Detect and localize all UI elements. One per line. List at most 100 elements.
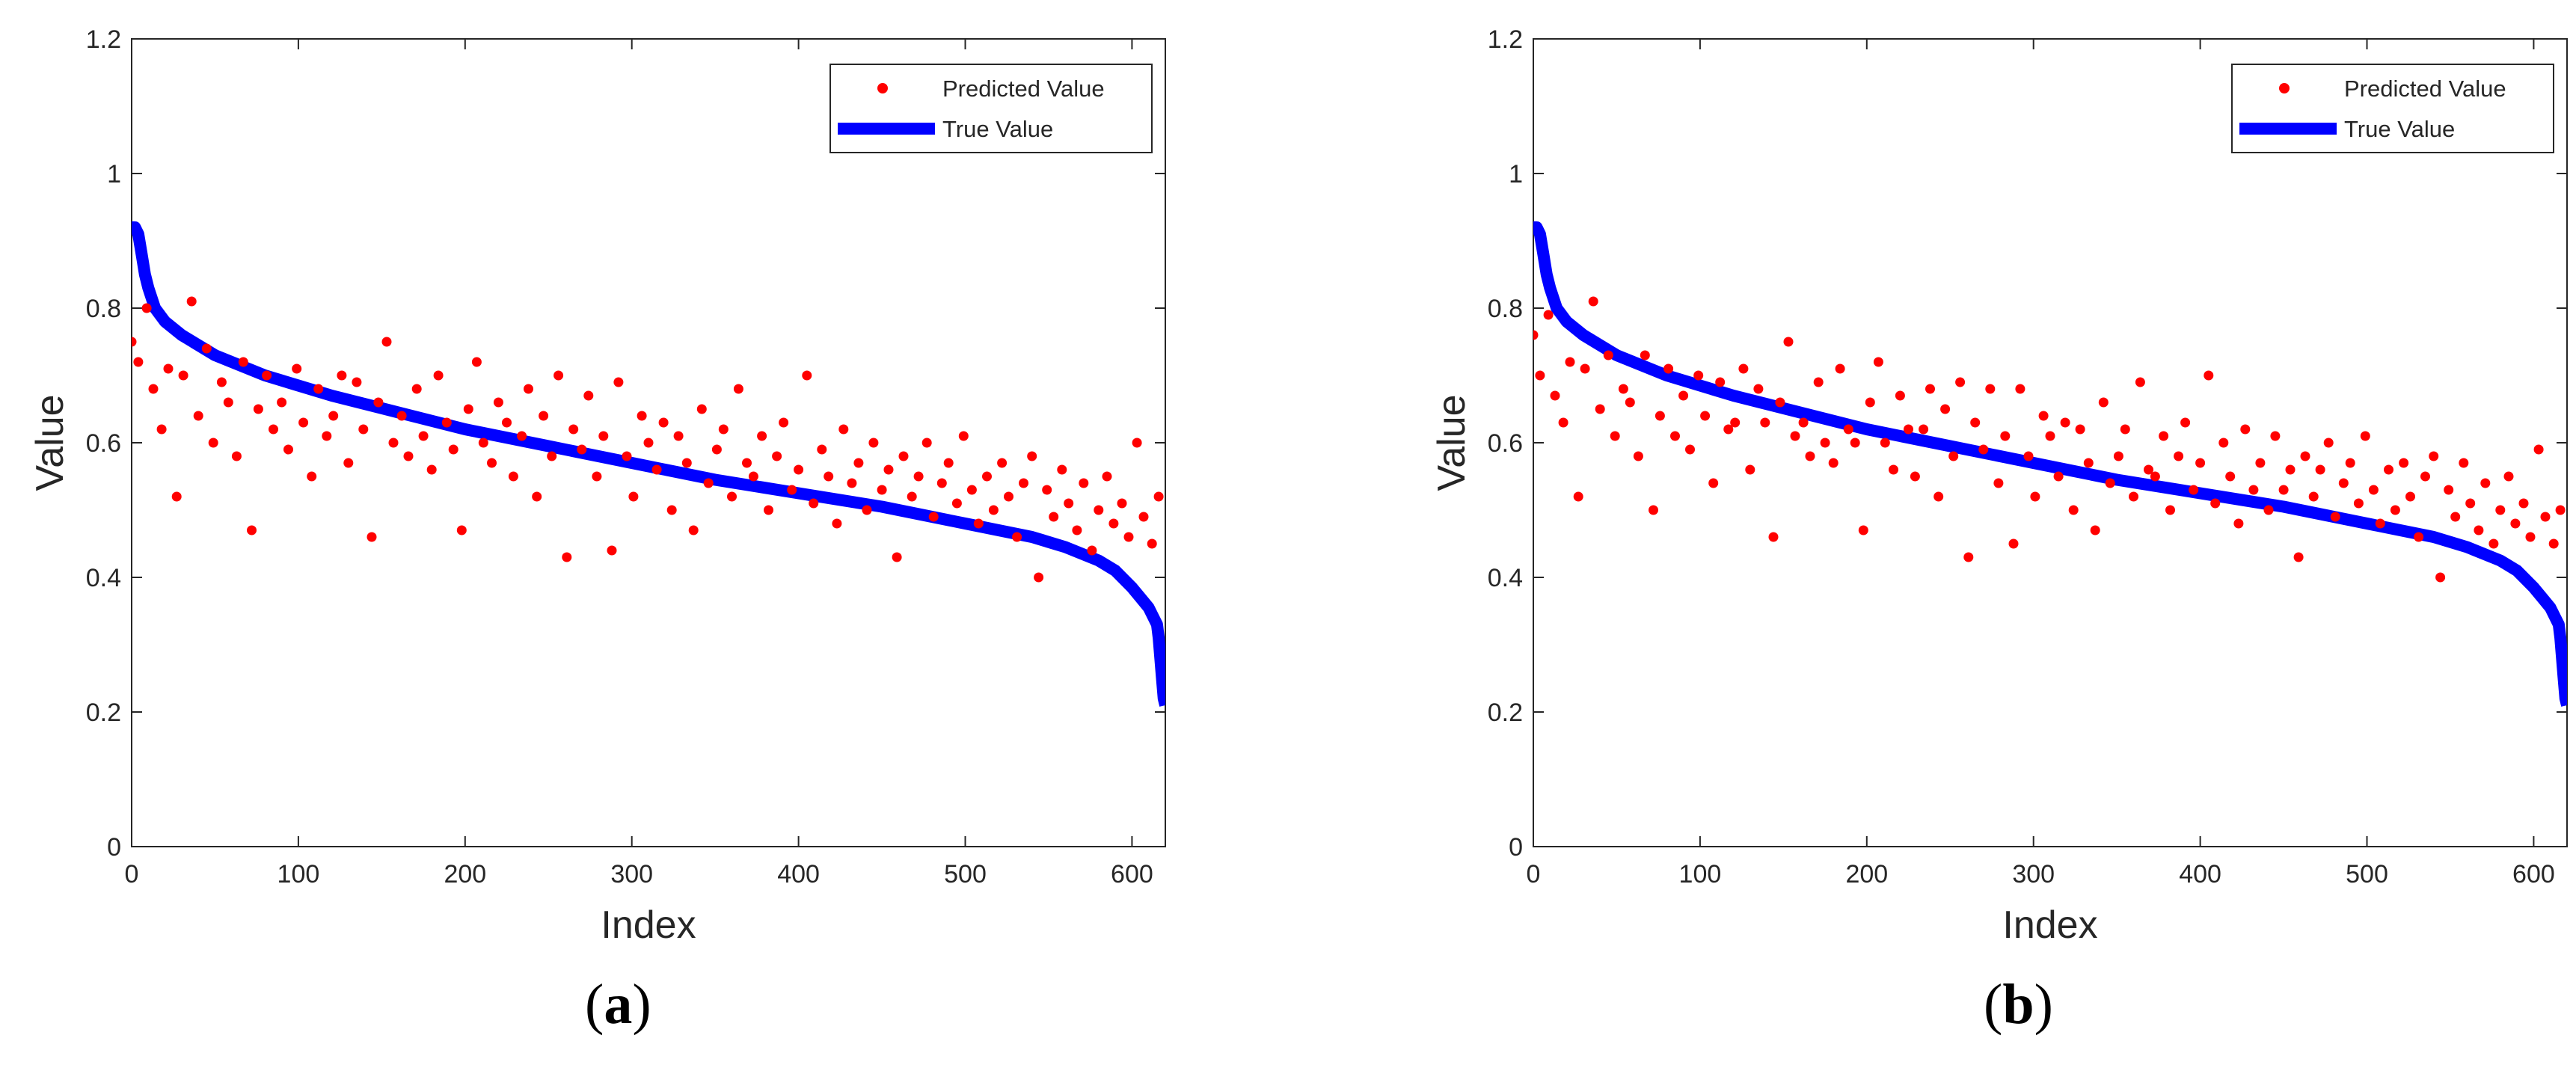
predicted-value-point <box>411 384 422 394</box>
predicted-value-point <box>1955 377 1966 387</box>
predicted-value-point <box>1904 424 1913 435</box>
predicted-value-point <box>1723 424 1734 435</box>
y-tick-label: 0.2 <box>1488 699 1523 727</box>
predicted-value-point <box>2525 532 2536 542</box>
predicted-value-point <box>2120 424 2130 435</box>
predicted-value-point <box>1783 337 1794 347</box>
predicted-value-point <box>517 431 527 441</box>
predicted-value-point <box>141 303 152 313</box>
legend: Predicted Value True Value <box>2231 64 2554 153</box>
predicted-value-point <box>2495 505 2506 515</box>
predicted-value-point <box>2548 538 2559 549</box>
predicted-value-point <box>2174 451 2184 461</box>
legend-marker-predicted <box>877 83 888 93</box>
predicted-value-point <box>2488 538 2499 549</box>
predicted-value-point <box>148 384 159 394</box>
predicted-value-point <box>292 363 302 374</box>
predicted-value-point <box>2083 458 2094 468</box>
predicted-value-point <box>448 444 459 455</box>
predicted-value-point <box>1933 491 1944 502</box>
predicted-value-point <box>478 438 488 448</box>
predicted-value-point <box>2068 505 2079 515</box>
predicted-value-point <box>832 518 842 529</box>
predicted-value-point <box>2540 512 2551 522</box>
predicted-value-point <box>388 438 399 448</box>
predicted-value-point <box>2518 498 2529 509</box>
predicted-value-point <box>877 485 887 495</box>
predicted-value-point <box>396 411 407 421</box>
predicted-value-point <box>547 451 557 461</box>
predicted-value-point <box>208 438 218 448</box>
x-tick-label: 100 <box>1679 860 1722 888</box>
predicted-value-point <box>201 343 212 354</box>
x-axis-label: Index <box>2002 903 2097 947</box>
legend-label-predicted: Predicted Value <box>942 76 1105 102</box>
predicted-value-point <box>1153 491 1164 502</box>
predicted-value-point <box>966 485 977 495</box>
predicted-value-point <box>764 505 773 515</box>
predicted-value-point <box>622 451 632 461</box>
y-tick-label: 0.8 <box>1488 295 1523 323</box>
predicted-value-point <box>598 431 609 441</box>
predicted-value-point <box>2180 417 2191 428</box>
predicted-value-point <box>2555 505 2566 515</box>
predicted-value-point <box>2015 384 2025 394</box>
predicted-value-point <box>1655 411 1665 421</box>
predicted-value-point <box>2353 498 2364 509</box>
predicted-value-point <box>253 404 263 414</box>
predicted-value-point <box>1919 424 1929 435</box>
predicted-value-point <box>1948 451 1959 461</box>
y-tick-label: 1.2 <box>86 25 121 54</box>
predicted-value-point <box>1760 417 1770 428</box>
predicted-value-point <box>1108 518 1119 529</box>
predicted-value-point <box>403 451 414 461</box>
predicted-value-point <box>787 485 797 495</box>
predicted-value-point <box>2159 431 2169 441</box>
x-tick-label: 0 <box>1527 860 1541 888</box>
predicted-value-point <box>1738 363 1749 374</box>
predicted-value-point <box>2338 478 2349 488</box>
x-tick-label: 500 <box>2346 860 2388 888</box>
predicted-value-point <box>2129 491 2138 502</box>
predicted-value-point <box>2300 451 2310 461</box>
legend-label-true: True Value <box>942 116 1053 142</box>
predicted-value-point <box>262 370 272 381</box>
predicted-value-point <box>1012 532 1022 542</box>
legend-label-true: True Value <box>2344 116 2455 142</box>
y-axis-label: Value <box>28 394 72 491</box>
predicted-value-point <box>2038 411 2049 421</box>
predicted-value-point <box>1649 505 1658 515</box>
predicted-value-point <box>1970 417 1981 428</box>
predicted-value-point <box>973 518 984 529</box>
x-tick-label: 300 <box>610 860 653 888</box>
predicted-value-point <box>1094 505 1104 515</box>
predicted-value-point <box>381 337 392 347</box>
plot-content <box>132 221 1165 707</box>
predicted-value-point <box>163 363 174 374</box>
predicted-value-point <box>883 464 894 475</box>
predicted-value-point <box>1625 397 1635 408</box>
predicted-value-point <box>997 458 1008 468</box>
predicted-value-point <box>868 438 879 448</box>
predicted-value-point <box>2435 572 2446 583</box>
predicted-value-point <box>132 337 137 347</box>
panel-label-b: (b) <box>1984 973 2053 1036</box>
predicted-value-point <box>2090 525 2100 535</box>
predicted-value-point <box>553 370 564 381</box>
predicted-value-point <box>1873 357 1883 367</box>
predicted-value-point <box>1985 384 1996 394</box>
predicted-value-point <box>809 498 819 509</box>
y-tick-label: 0 <box>1509 833 1523 862</box>
predicted-value-point <box>2330 512 2340 522</box>
predicted-value-point <box>2165 505 2175 515</box>
y-tick-label: 0.6 <box>1488 429 1523 458</box>
predicted-value-point <box>666 505 677 515</box>
predicted-value-point <box>2465 498 2476 509</box>
x-tick-label: 500 <box>944 860 987 888</box>
predicted-value-point <box>1064 498 1074 509</box>
predicted-value-point <box>298 417 309 428</box>
chart-panel-a: 0 100 200 300 400 500 600 0 0.2 0.4 0.6 0.8 1 1.2 Inde… <box>28 25 1166 947</box>
predicted-value-point <box>847 478 857 488</box>
predicted-value-point <box>2480 478 2491 488</box>
